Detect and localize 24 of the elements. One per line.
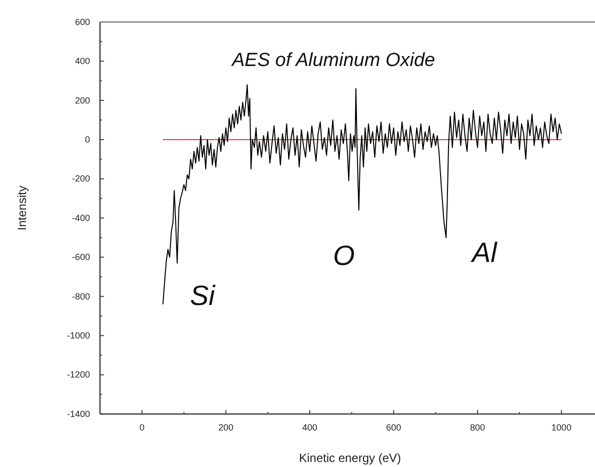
x-tick-label: 0 [139,422,144,432]
x-tick-label: 600 [386,422,402,432]
x-tick-label: 400 [302,422,318,432]
y-tick-label: 600 [74,16,90,27]
y-tick-label: 0 [84,134,90,144]
text: AES of Aluminum Oxide [231,50,436,71]
y-tick-label: -1200 [66,370,90,380]
x-tick-label: 1000 [551,422,572,432]
annotation: O [333,240,355,271]
x-tick-label: 200 [218,422,234,432]
annotation: Al [470,237,498,268]
y-tick-label: -800 [72,291,90,302]
x-axis-title: Kinetic energy (eV) [298,451,402,465]
y-tick-label: 200 [74,95,90,106]
y-tick-label: -200 [72,174,90,184]
line-series [162,84,562,305]
y-tick-label: 400 [74,56,90,66]
x-tick-label: 800 [470,422,486,432]
y-tick-label: -600 [72,252,90,262]
annotation: Si [190,280,216,311]
y-tick-label: -1400 [66,408,90,419]
y-tick-label: -1000 [66,330,90,340]
y-tick-label: -400 [72,212,90,223]
y-axis-title: Intensity [15,186,29,230]
